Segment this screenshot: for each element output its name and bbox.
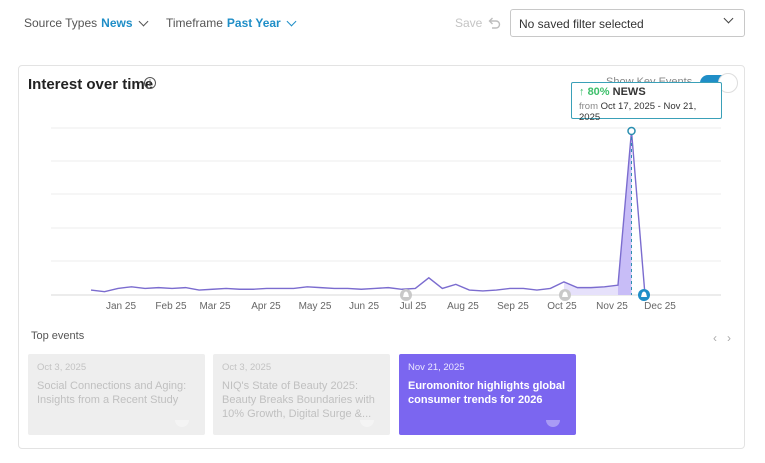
- event-card-selected[interactable]: Nov 21, 2025 Euromonitor highlights glob…: [399, 354, 576, 435]
- timeframe-label: Timeframe: [166, 16, 223, 30]
- series-line-news: [90, 130, 646, 296]
- x-tick-label: Nov 25: [596, 301, 628, 312]
- tooltip-range: Oct 17, 2025 - Nov 21, 2025: [579, 101, 697, 123]
- chart-tooltip: ↑ 80% NEWS from Oct 17, 2025 - Nov 21, 2…: [571, 82, 722, 123]
- peak-point: [627, 126, 636, 136]
- event-decoration: [175, 420, 189, 427]
- saved-filter-select[interactable]: No saved filter selected: [510, 9, 745, 37]
- chevron-right-icon[interactable]: ›: [727, 331, 731, 345]
- event-date: Nov 21, 2025: [408, 362, 465, 373]
- card-title: Interest over time: [28, 76, 154, 93]
- chevron-down-icon[interactable]: [138, 16, 148, 26]
- bell-icon-shape: [562, 291, 568, 297]
- chevron-down-icon[interactable]: [286, 16, 297, 26]
- interest-line-chart: Jan 25 Feb 25 Mar 25 Apr 25 May 25 Jun 25 Jul …: [51, 126, 721, 312]
- x-tick-label: Dec 25: [644, 301, 676, 312]
- tooltip-percent: 80%: [587, 86, 610, 98]
- x-tick-label: May 25: [299, 301, 332, 312]
- event-decoration: [360, 420, 374, 427]
- saved-filter-value: No saved filter selected: [519, 17, 644, 31]
- bell-icon: [638, 289, 650, 301]
- x-tick-label: Oct 25: [547, 301, 577, 312]
- event-title: Social Connections and Aging: Insights f…: [37, 380, 187, 406]
- chevron-left-icon[interactable]: ‹: [713, 331, 717, 345]
- x-tick-label: Sep 25: [497, 301, 529, 312]
- x-tick-label: Aug 25: [447, 301, 479, 312]
- info-icon[interactable]: i: [144, 77, 156, 89]
- tooltip-source: NEWS: [612, 86, 646, 98]
- interest-over-time-card: Interest over time i Show Key Events Jan…: [18, 65, 745, 449]
- x-tick-label: Jul 25: [400, 301, 427, 312]
- timeframe-filter[interactable]: Timeframe Past Year: [166, 16, 297, 30]
- x-tick-label: Jan 25: [106, 301, 136, 312]
- x-tick-label: Mar 25: [199, 301, 231, 312]
- save-button[interactable]: Save: [455, 16, 483, 30]
- source-types-value[interactable]: News: [101, 16, 133, 30]
- event-card[interactable]: Oct 3, 2025 Social Connections and Aging…: [28, 354, 205, 435]
- bell-icon: [559, 289, 571, 301]
- top-events-label: Top events: [31, 330, 85, 342]
- source-types-filter[interactable]: Source Types News: [24, 16, 148, 30]
- event-title: NIQ's State of Beauty 2025: Beauty Break…: [222, 380, 375, 420]
- event-date: Oct 3, 2025: [37, 362, 87, 373]
- x-tick-label: Apr 25: [251, 301, 281, 312]
- chevron-down-icon: [723, 13, 734, 24]
- tooltip-arrow-icon: ↑: [579, 86, 585, 98]
- event-title: Euromonitor highlights global consumer t…: [408, 380, 566, 406]
- tooltip-from-label: from: [579, 101, 598, 112]
- undo-icon[interactable]: [486, 15, 502, 31]
- event-date: Oct 3, 2025: [222, 362, 272, 373]
- source-types-label: Source Types: [24, 16, 98, 30]
- bell-icon-shape: [641, 291, 647, 297]
- x-tick-label: Feb 25: [155, 301, 187, 312]
- x-tick-label: Jun 25: [349, 301, 379, 312]
- timeframe-value[interactable]: Past Year: [226, 16, 281, 30]
- bell-icon-shape: [403, 291, 409, 297]
- event-decoration: [546, 420, 560, 427]
- event-card[interactable]: Oct 3, 2025 NIQ's State of Beauty 2025: …: [213, 354, 390, 435]
- bell-icon: [400, 289, 412, 301]
